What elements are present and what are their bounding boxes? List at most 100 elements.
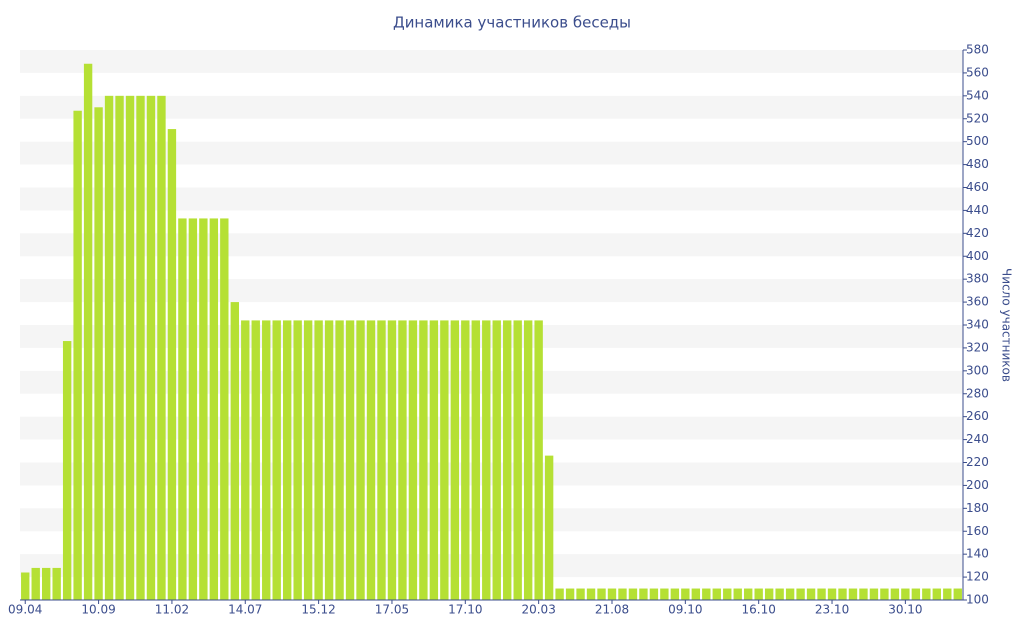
bar (167, 129, 177, 600)
bar (639, 588, 648, 600)
bar (785, 588, 795, 600)
bar (618, 588, 627, 600)
bar (345, 320, 355, 600)
bar (136, 95, 145, 600)
bar (293, 320, 302, 600)
y-tick-label: 560 (966, 65, 989, 79)
x-tick-label: 30.10 (888, 603, 922, 617)
bar (901, 588, 910, 600)
y-tick-label: 240 (966, 432, 989, 446)
bar (649, 588, 659, 600)
x-tick-label: 17.10 (448, 603, 482, 617)
bar (513, 320, 522, 600)
x-tick-label: 11.02 (155, 603, 189, 617)
bar (104, 95, 114, 600)
bar (178, 218, 187, 600)
grid-band (20, 95, 963, 119)
bar (838, 588, 847, 600)
bar (775, 588, 784, 600)
y-axis-label: Число участников (1000, 268, 1014, 382)
bar (450, 320, 460, 600)
bar (555, 588, 564, 600)
bar (209, 218, 219, 600)
y-tick-label: 320 (966, 340, 989, 354)
bar (576, 588, 585, 600)
x-tick-label: 16.10 (742, 603, 776, 617)
bar (523, 320, 533, 600)
grid-band (20, 233, 963, 257)
bar (314, 320, 323, 600)
bar (230, 302, 239, 600)
y-tick-label: 360 (966, 295, 989, 309)
bar (764, 588, 774, 600)
y-tick-label: 140 (966, 547, 989, 561)
x-tick-label: 23.10 (815, 603, 849, 617)
bar (398, 320, 407, 600)
bar (429, 320, 439, 600)
bar (482, 320, 491, 600)
bar (52, 567, 61, 600)
bar (324, 320, 334, 600)
bar (356, 320, 365, 600)
bar (188, 218, 198, 600)
bar (387, 320, 397, 600)
bar (31, 567, 40, 600)
grid-band (20, 50, 963, 73)
bar (461, 320, 470, 600)
y-tick-label: 520 (966, 111, 989, 125)
y-tick-label: 200 (966, 478, 989, 492)
y-tick-label: 440 (966, 203, 989, 217)
y-tick-label: 340 (966, 318, 989, 332)
bar (377, 320, 386, 600)
bar (597, 588, 606, 600)
y-tick-label: 120 (966, 570, 989, 584)
y-tick-label: 500 (966, 134, 989, 148)
y-tick-label: 400 (966, 249, 989, 263)
y-tick-label: 260 (966, 409, 989, 423)
bar (408, 320, 418, 600)
y-tick-label: 100 (966, 593, 989, 607)
bar (503, 320, 512, 600)
bar (859, 588, 868, 600)
bar (869, 588, 879, 600)
bar (83, 63, 93, 600)
y-tick-label: 460 (966, 180, 989, 194)
bar (806, 588, 816, 600)
bar (660, 588, 669, 600)
bar (733, 588, 742, 600)
bar (73, 110, 82, 601)
bar (115, 95, 124, 600)
x-tick-label: 20.03 (521, 603, 555, 617)
bar (702, 588, 711, 600)
bar (262, 320, 271, 600)
bar (681, 588, 690, 600)
bar (335, 320, 344, 600)
bar (241, 320, 250, 600)
bar (744, 588, 753, 600)
bar (712, 588, 721, 600)
bar (220, 218, 229, 600)
x-tick-label: 14.07 (228, 603, 262, 617)
x-tick-label: 17.05 (375, 603, 409, 617)
bar (62, 341, 72, 600)
bar (848, 588, 858, 600)
bar (943, 588, 952, 600)
bar (607, 588, 617, 600)
y-tick-label: 220 (966, 455, 989, 469)
bar (827, 588, 837, 600)
bar (419, 320, 428, 600)
bar (911, 588, 921, 600)
x-tick-label: 21.08 (595, 603, 629, 617)
y-tick-label: 180 (966, 501, 989, 515)
y-tick-label: 300 (966, 363, 989, 377)
bar (21, 572, 30, 600)
y-tick-label: 280 (966, 386, 989, 400)
x-tick-label: 09.10 (668, 603, 702, 617)
bar (534, 320, 543, 600)
bar (953, 588, 962, 600)
bar (272, 320, 281, 600)
bar (880, 588, 889, 600)
y-tick-label: 420 (966, 226, 989, 240)
y-tick-label: 480 (966, 157, 989, 171)
